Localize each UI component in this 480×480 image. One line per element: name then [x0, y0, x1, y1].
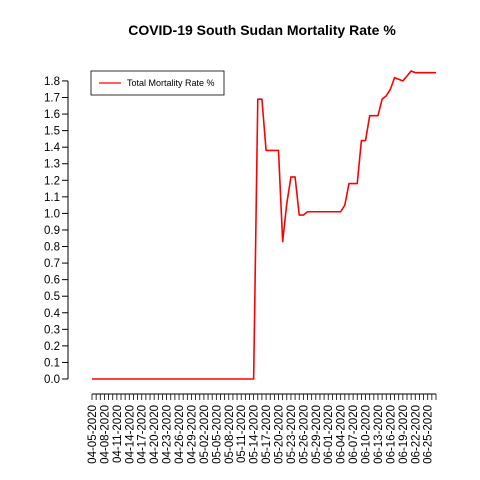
x-tick-label: 04-29-2020: [186, 405, 198, 464]
x-tick-label: 05-02-2020: [199, 405, 211, 464]
y-tick-label: 1.1: [44, 192, 60, 204]
chart-title: COVID-19 South Sudan Mortality Rate %: [128, 22, 396, 38]
y-tick-label: 0.2: [44, 341, 60, 353]
x-tick-label: 05-11-2020: [236, 405, 248, 463]
x-tick-label: 06-13-2020: [373, 405, 385, 464]
y-tick-label: 0.9: [44, 225, 60, 237]
y-tick-label: 1.2: [44, 175, 60, 187]
x-tick-label: 04-20-2020: [149, 405, 161, 464]
x-axis: 04-05-2020 04-08-2020 04-11-2020 04-14-2020…: [87, 393, 437, 464]
x-tick-label: 05-05-2020: [211, 405, 223, 464]
x-tick-label: 05-14-2020: [249, 405, 261, 464]
legend: Total Mortality Rate %: [90, 70, 225, 96]
y-tick-label: 1.7: [44, 92, 60, 104]
x-tick-label: 06-22-2020: [410, 405, 422, 464]
y-tick-label: 0.4: [44, 308, 61, 320]
y-tick-label: 0.5: [44, 291, 60, 303]
plot-area: [92, 70, 436, 380]
x-tick-label: 05-26-2020: [298, 405, 310, 464]
x-tick-label: 04-08-2020: [99, 405, 111, 464]
x-tick-label: 05-23-2020: [286, 405, 298, 464]
y-tick-label: 0.6: [44, 275, 60, 287]
y-tick-label: 1.8: [44, 76, 60, 88]
x-tick-label: 04-14-2020: [124, 405, 136, 464]
legend-box: [90, 70, 225, 96]
x-tick-label: 06-10-2020: [361, 405, 373, 464]
x-tick-label: 06-04-2020: [336, 405, 348, 464]
y-tick-label: 1.5: [44, 126, 60, 138]
y-tick-label: 1.6: [44, 109, 60, 121]
y-tick-label: 0.0: [44, 374, 60, 386]
x-tick-label: 05-17-2020: [261, 405, 273, 464]
y-tick-label: 1.0: [44, 208, 60, 220]
y-tick-label: 0.1: [44, 357, 60, 369]
x-tick-label: 06-07-2020: [348, 405, 360, 464]
y-axis: 0.0 0.1 0.2 0.3 0.4 0.5 0.6 0.7 0.8 0.9 1.0 1.1 1.2 1…: [44, 76, 69, 386]
y-tick-label: 0.7: [44, 258, 60, 270]
x-tick-label: 04-26-2020: [174, 405, 186, 464]
x-tick-label: 06-25-2020: [423, 405, 435, 464]
x-tick-label: 06-16-2020: [385, 405, 397, 464]
x-tick-label: 04-05-2020: [87, 405, 99, 464]
legend-label: Total Mortality Rate %: [127, 78, 215, 88]
y-tick-label: 1.4: [44, 142, 61, 154]
x-tick-label: 04-23-2020: [162, 405, 174, 464]
x-tick-label: 06-19-2020: [398, 405, 410, 464]
x-tick-label: 05-20-2020: [274, 405, 286, 464]
x-tick-label: 04-11-2020: [112, 405, 124, 463]
x-tick-label: 04-17-2020: [137, 405, 149, 464]
y-tick-label: 0.3: [44, 324, 60, 336]
x-tick-label: 06-01-2020: [323, 405, 335, 464]
y-tick-label: 1.3: [44, 159, 60, 171]
series-line: [92, 70, 436, 380]
x-tick-label: 05-29-2020: [311, 405, 323, 464]
x-tick-label: 05-08-2020: [224, 405, 236, 464]
y-tick-label: 0.8: [44, 242, 60, 254]
